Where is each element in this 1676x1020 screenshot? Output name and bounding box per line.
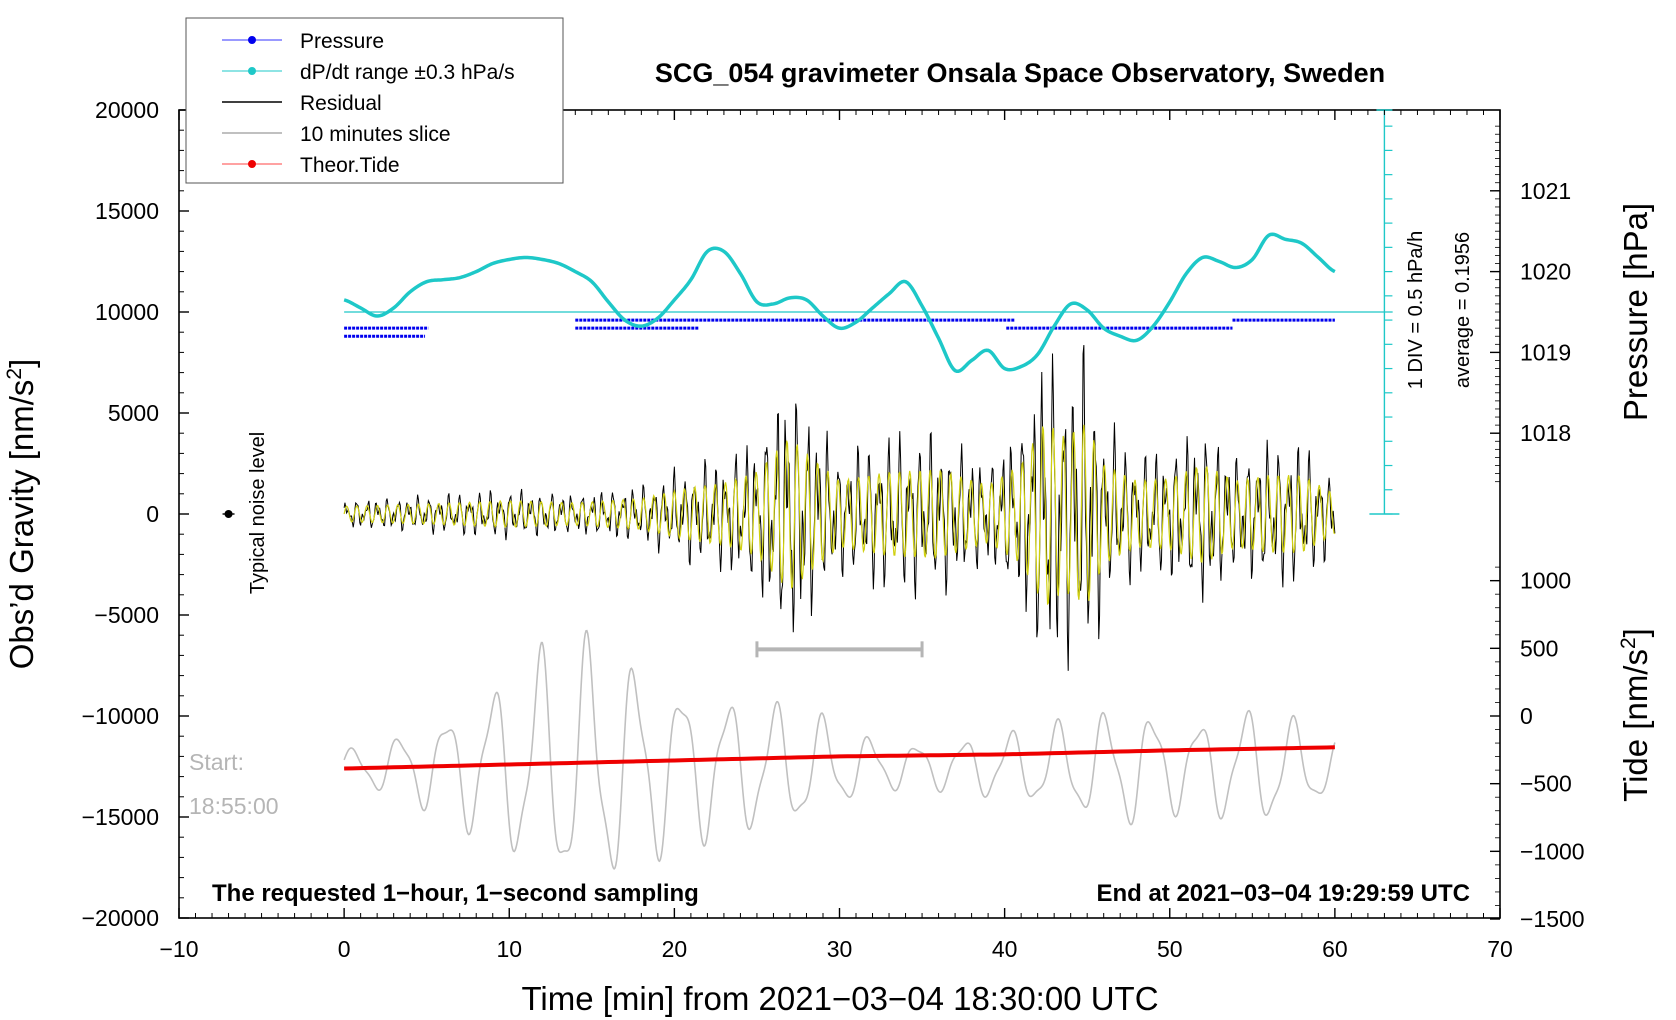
legend-label-residual: Residual (300, 92, 382, 115)
pressure-tick-label: 1021 (1520, 178, 1571, 204)
y-axis-label-left: Obs’d Gravity [nm/s2] (3, 359, 40, 670)
y-tick-label: −15000 (82, 804, 159, 830)
theoretical-tide-line (344, 745, 1335, 771)
pressure-tick-label: 1018 (1520, 420, 1571, 446)
x-tick-label: 50 (1157, 936, 1183, 962)
y-tick-label: 15000 (95, 198, 159, 224)
dpdt-average-label: average = 0.1956 (1452, 232, 1474, 388)
tide-tick-label: 1000 (1520, 568, 1571, 594)
x-tick-label: 30 (827, 936, 853, 962)
chart-title: SCG_054 gravimeter Onsala Space Observat… (655, 58, 1385, 88)
tide-series-layer (344, 745, 1335, 771)
pressure-series-layer (343, 232, 1336, 374)
y-tick-label: 10000 (95, 299, 159, 325)
slice-series-layer (343, 629, 1336, 871)
end-time-note: End at 2021−03−04 19:29:59 UTC (1096, 880, 1470, 907)
tide-tick-label: 500 (1520, 635, 1558, 661)
start-time-label: 18:55:00 (189, 793, 279, 819)
x-tick-label: 20 (662, 936, 688, 962)
axes-layer: −10 0 10 20 30 40 50 60 7020000150001000050000−5… (82, 97, 1585, 962)
y-tick-label: 0 (146, 501, 159, 527)
legend-label-dpdt: dP/dt range ±0.3 hPa/s (300, 61, 515, 84)
legend: Pressure dP/dt range ±0.3 hPa/s Residual… (185, 17, 564, 184)
legend-label-pressure: Pressure (300, 30, 384, 53)
y-axis-label-tide-sup: 2 (1617, 637, 1640, 649)
tide-tick-label: −500 (1520, 771, 1572, 797)
y-tick-label: −20000 (82, 905, 159, 931)
residual-series-layer (343, 345, 1336, 671)
y-axis-label-left-end: ] (3, 359, 40, 368)
tide-tick-label: −1500 (1520, 906, 1585, 932)
noise-level-label: Typical noise level (247, 432, 269, 594)
y-tick-label: 20000 (95, 97, 159, 123)
x-tick-label: 70 (1487, 936, 1513, 962)
x-tick-label: 60 (1322, 936, 1348, 962)
x-tick-label: 10 (496, 936, 522, 962)
dpdt-div-label: 1 DIV = 0.5 hPa/h (1405, 231, 1427, 389)
y-axis-label-left-sup: 2 (3, 368, 26, 380)
legend-box (185, 17, 564, 184)
x-tick-label: 40 (992, 936, 1018, 962)
y-axis-label-tide-end: ] (1617, 628, 1654, 637)
y-tick-label: 5000 (108, 400, 159, 426)
start-label: Start: (189, 749, 244, 775)
legend-marker-dpdt (248, 67, 256, 75)
legend-label-slice: 10 minutes slice (300, 123, 451, 146)
y-axis-label-tide: Tide [nm/s2] (1617, 628, 1654, 802)
y-tick-label: −10000 (82, 703, 159, 729)
residual-filtered-line (343, 424, 1336, 606)
residual-line (343, 345, 1336, 671)
x-tick-label: −10 (159, 936, 198, 962)
x-tick-label: 0 (338, 936, 351, 962)
legend-marker-pressure (248, 36, 256, 44)
sampling-note: The requested 1−hour, 1−second sampling (212, 880, 699, 907)
x-axis-label: Time [min] from 2021−03−04 18:30:00 UTC (521, 980, 1158, 1017)
tide-tick-label: 0 (1520, 703, 1533, 729)
legend-label-tide: Theor.Tide (300, 154, 400, 177)
pressure-tick-label: 1019 (1520, 339, 1571, 365)
noise-level-dot (224, 510, 233, 518)
pressure-tick-label: 1020 (1520, 259, 1571, 285)
y-axis-label-pressure: Pressure [hPa] (1617, 203, 1654, 421)
chart-decorations-layer (222, 109, 1400, 658)
y-axis-label-left-main: Obs’d Gravity [nm/s (3, 380, 40, 670)
y-tick-label: −5000 (94, 602, 159, 628)
legend-marker-tide (248, 160, 256, 168)
tide-tick-label: −1000 (1520, 838, 1585, 864)
ten-minute-slice-line (343, 629, 1336, 871)
y-axis-label-tide-main: Tide [nm/s (1617, 649, 1654, 802)
pressure-curve (343, 232, 1336, 374)
